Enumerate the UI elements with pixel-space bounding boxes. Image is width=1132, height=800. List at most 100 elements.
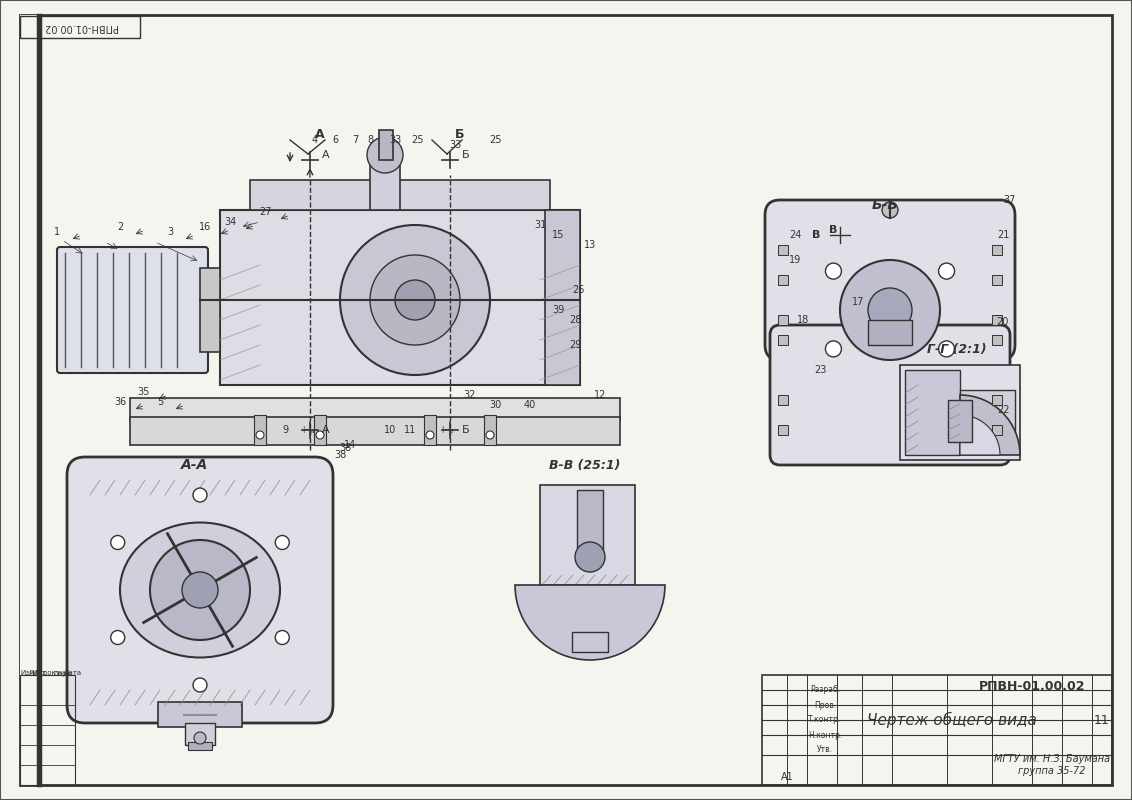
- Text: 23: 23: [814, 365, 826, 375]
- Text: 13: 13: [584, 240, 597, 250]
- Text: А: А: [315, 129, 325, 142]
- Bar: [762, 675, 1112, 785]
- Text: 29: 29: [568, 340, 581, 350]
- Circle shape: [575, 542, 604, 572]
- Bar: [20, 675, 75, 785]
- Circle shape: [111, 535, 125, 550]
- Text: В: В: [829, 225, 838, 235]
- Circle shape: [192, 678, 207, 692]
- Text: 5: 5: [157, 397, 163, 407]
- Text: А: А: [321, 150, 329, 160]
- Wedge shape: [960, 395, 1020, 455]
- Circle shape: [275, 535, 290, 550]
- Text: 21: 21: [997, 230, 1010, 240]
- Text: 28: 28: [568, 315, 581, 325]
- Text: Б-Б: Б-Б: [872, 198, 899, 212]
- Text: 38: 38: [334, 450, 346, 460]
- Bar: [992, 395, 1002, 405]
- Text: 33: 33: [449, 140, 461, 150]
- Text: РПВН-01.00.02: РПВН-01.00.02: [979, 681, 1086, 694]
- Ellipse shape: [120, 522, 280, 658]
- Bar: [960, 390, 1015, 450]
- FancyBboxPatch shape: [770, 325, 1010, 465]
- Text: 38: 38: [338, 443, 351, 453]
- Text: 19: 19: [789, 255, 801, 265]
- Text: 16: 16: [199, 222, 212, 232]
- Text: 32: 32: [464, 390, 477, 400]
- Bar: [424, 415, 436, 445]
- Text: 34: 34: [224, 217, 237, 227]
- Wedge shape: [515, 585, 664, 660]
- Circle shape: [275, 630, 290, 645]
- Circle shape: [194, 732, 206, 744]
- Text: 15: 15: [551, 230, 564, 240]
- Text: 6: 6: [332, 135, 338, 145]
- Circle shape: [316, 431, 324, 439]
- Text: 40: 40: [524, 400, 537, 410]
- Bar: [158, 702, 242, 727]
- Text: 26: 26: [572, 285, 584, 295]
- Circle shape: [182, 572, 218, 608]
- Text: Т.контр.: Т.контр.: [808, 715, 841, 725]
- Bar: [900, 365, 1020, 460]
- Circle shape: [111, 630, 125, 645]
- Text: 11: 11: [1095, 714, 1109, 726]
- Text: группа 35-72: группа 35-72: [1019, 766, 1086, 776]
- Bar: [992, 275, 1002, 285]
- Text: 27: 27: [259, 207, 272, 217]
- Text: Чертеж общего вида: Чертеж общего вида: [867, 712, 1037, 728]
- Circle shape: [340, 225, 490, 375]
- Text: 30: 30: [489, 400, 501, 410]
- Circle shape: [367, 137, 403, 173]
- Text: А-А: А-А: [181, 458, 208, 472]
- Circle shape: [370, 255, 460, 345]
- Bar: [778, 335, 788, 345]
- Bar: [200, 268, 220, 352]
- Circle shape: [151, 540, 250, 640]
- Text: 12: 12: [594, 390, 607, 400]
- Bar: [778, 315, 788, 325]
- Text: 7: 7: [352, 135, 358, 145]
- Circle shape: [395, 280, 435, 320]
- Bar: [868, 320, 912, 345]
- Text: Подп: Подп: [53, 670, 72, 676]
- Wedge shape: [960, 415, 1000, 455]
- Text: 31: 31: [534, 220, 546, 230]
- Text: 1: 1: [54, 227, 60, 237]
- Circle shape: [882, 202, 898, 218]
- Text: В: В: [812, 230, 820, 240]
- Bar: [572, 632, 608, 652]
- Polygon shape: [220, 210, 580, 385]
- Text: А1: А1: [781, 772, 794, 782]
- Text: В-В (25:1): В-В (25:1): [549, 458, 620, 471]
- Circle shape: [938, 263, 954, 279]
- Text: 3: 3: [166, 227, 173, 237]
- Text: Пров.: Пров.: [814, 701, 837, 710]
- Text: Дата: Дата: [63, 670, 82, 676]
- Text: 9: 9: [282, 425, 288, 435]
- FancyBboxPatch shape: [765, 200, 1015, 360]
- Bar: [544, 210, 580, 385]
- Text: МГТУ им. Н.З. Баумана: МГТУ им. Н.З. Баумана: [994, 754, 1110, 764]
- Text: А: А: [321, 425, 329, 435]
- Text: Г-Г (2:1): Г-Г (2:1): [927, 343, 987, 357]
- Text: 25: 25: [412, 135, 424, 145]
- Text: ⊢ₐ: ⊢ₐ: [302, 425, 314, 435]
- Text: 11: 11: [404, 425, 417, 435]
- Circle shape: [256, 431, 264, 439]
- Text: ═══════: ═══════: [182, 710, 217, 719]
- Bar: [484, 415, 496, 445]
- Text: 10: 10: [384, 425, 396, 435]
- Bar: [38, 15, 40, 785]
- Text: 36: 36: [114, 397, 126, 407]
- Text: 18: 18: [797, 315, 809, 325]
- Circle shape: [938, 341, 954, 357]
- Text: ⊢ᵦ: ⊢ᵦ: [440, 425, 453, 435]
- FancyBboxPatch shape: [67, 457, 333, 723]
- Bar: [370, 155, 400, 210]
- Circle shape: [825, 263, 841, 279]
- Circle shape: [192, 488, 207, 502]
- Bar: [20, 16, 140, 38]
- Bar: [185, 723, 215, 745]
- Bar: [778, 395, 788, 405]
